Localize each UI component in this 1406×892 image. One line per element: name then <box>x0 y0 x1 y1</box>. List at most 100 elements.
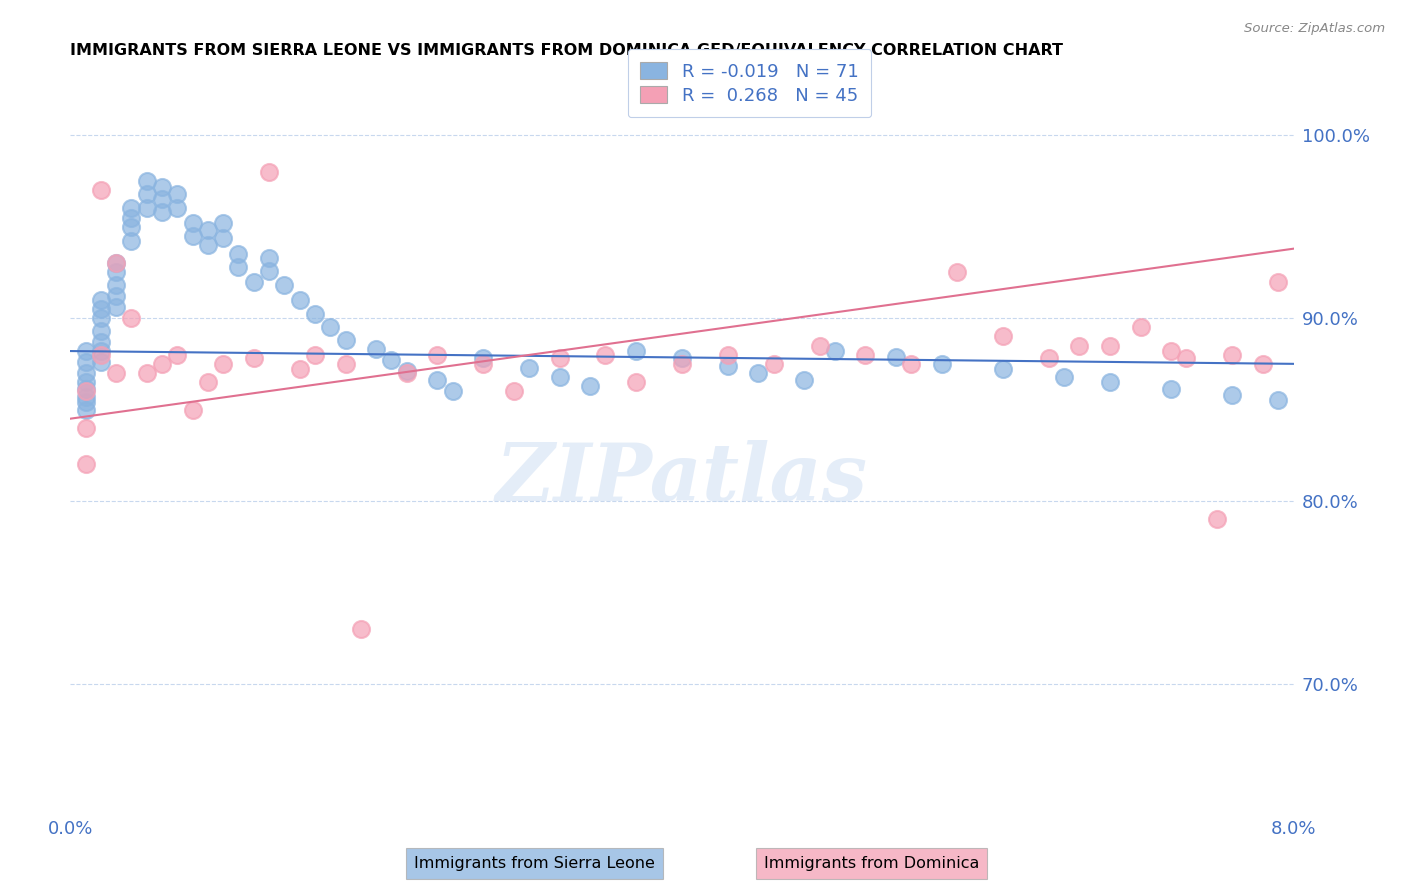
Point <box>90 355 112 369</box>
Point <box>90 293 112 307</box>
Point <box>671 351 693 366</box>
Point <box>75 383 97 397</box>
Point <box>212 357 235 371</box>
Point <box>90 311 112 326</box>
Point <box>166 186 188 201</box>
Point <box>1220 348 1243 362</box>
Point <box>793 373 815 387</box>
Point <box>166 202 188 216</box>
Point <box>90 183 112 197</box>
Point <box>366 343 388 357</box>
Point <box>335 357 357 371</box>
Point <box>304 348 326 362</box>
Point <box>75 355 97 369</box>
Point <box>441 384 464 399</box>
Point <box>1175 351 1198 366</box>
Point <box>946 265 969 279</box>
Point <box>105 265 128 279</box>
Point <box>257 165 280 179</box>
Point <box>105 289 128 303</box>
Point <box>273 278 295 293</box>
Point <box>243 351 266 366</box>
Point <box>257 251 280 265</box>
Point <box>1160 344 1182 359</box>
Legend: R = -0.019   N = 71, R =  0.268   N = 45: R = -0.019 N = 71, R = 0.268 N = 45 <box>627 49 872 118</box>
Point <box>135 186 157 201</box>
Point <box>75 421 97 435</box>
Point <box>548 351 571 366</box>
Point <box>395 364 418 378</box>
Point <box>288 362 311 376</box>
Point <box>900 357 922 371</box>
Point <box>90 344 112 359</box>
Point <box>380 353 402 368</box>
Point <box>991 329 1014 343</box>
Point <box>90 334 112 349</box>
Point <box>75 344 97 359</box>
Point <box>717 348 740 362</box>
Point <box>150 192 173 206</box>
Point <box>75 458 97 472</box>
Point <box>1099 338 1122 352</box>
Point <box>75 366 97 380</box>
Point <box>150 179 173 194</box>
Point <box>1129 320 1152 334</box>
Point <box>75 390 97 404</box>
Point <box>257 263 280 277</box>
Point <box>121 311 143 326</box>
Point <box>624 375 647 389</box>
Point <box>212 230 235 244</box>
Point <box>181 216 204 230</box>
Point <box>991 362 1014 376</box>
Point <box>624 344 647 359</box>
Point <box>853 348 877 362</box>
Point <box>105 278 128 293</box>
Point <box>212 216 235 230</box>
Point <box>1053 369 1076 384</box>
Point <box>181 228 204 243</box>
Point <box>426 348 449 362</box>
Point <box>121 202 143 216</box>
Point <box>90 301 112 316</box>
Point <box>135 202 157 216</box>
Point <box>762 357 785 371</box>
Point <box>517 360 540 375</box>
Text: Immigrants from Dominica: Immigrants from Dominica <box>763 856 980 871</box>
Text: IMMIGRANTS FROM SIERRA LEONE VS IMMIGRANTS FROM DOMINICA GED/EQUIVALENCY CORRELA: IMMIGRANTS FROM SIERRA LEONE VS IMMIGRAN… <box>70 43 1063 58</box>
Point <box>1206 512 1229 526</box>
Point <box>808 338 831 352</box>
Point <box>90 324 112 338</box>
Point <box>1267 393 1289 408</box>
Point <box>304 308 326 322</box>
Point <box>135 174 157 188</box>
Point <box>350 622 373 636</box>
Point <box>135 366 157 380</box>
Point <box>288 293 311 307</box>
Text: Source: ZipAtlas.com: Source: ZipAtlas.com <box>1244 22 1385 36</box>
Text: Immigrants from Sierra Leone: Immigrants from Sierra Leone <box>413 856 655 871</box>
Point <box>395 366 418 380</box>
Point <box>671 357 693 371</box>
Point <box>121 235 143 249</box>
Point <box>197 375 219 389</box>
Point <box>228 247 250 261</box>
Point <box>319 320 342 334</box>
Point <box>121 219 143 234</box>
Point <box>105 300 128 314</box>
Point <box>121 211 143 225</box>
Point <box>75 402 97 417</box>
Point <box>548 369 571 384</box>
Point <box>824 344 846 359</box>
Point <box>1267 275 1289 289</box>
Point <box>1069 338 1091 352</box>
Point <box>472 351 495 366</box>
Point <box>197 238 219 252</box>
Point <box>197 223 219 237</box>
Point <box>579 378 602 392</box>
Point <box>166 348 188 362</box>
Point <box>747 366 769 380</box>
Point <box>105 366 128 380</box>
Point <box>105 256 128 270</box>
Point <box>335 333 357 347</box>
Point <box>150 357 173 371</box>
